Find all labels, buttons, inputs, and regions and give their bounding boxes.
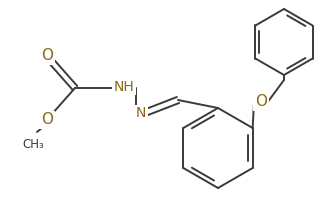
Text: O: O — [255, 95, 267, 109]
Text: N: N — [136, 106, 146, 120]
Text: CH₃: CH₃ — [22, 138, 44, 150]
Text: O: O — [41, 112, 53, 127]
Text: NH: NH — [114, 80, 134, 94]
Text: O: O — [41, 49, 53, 63]
